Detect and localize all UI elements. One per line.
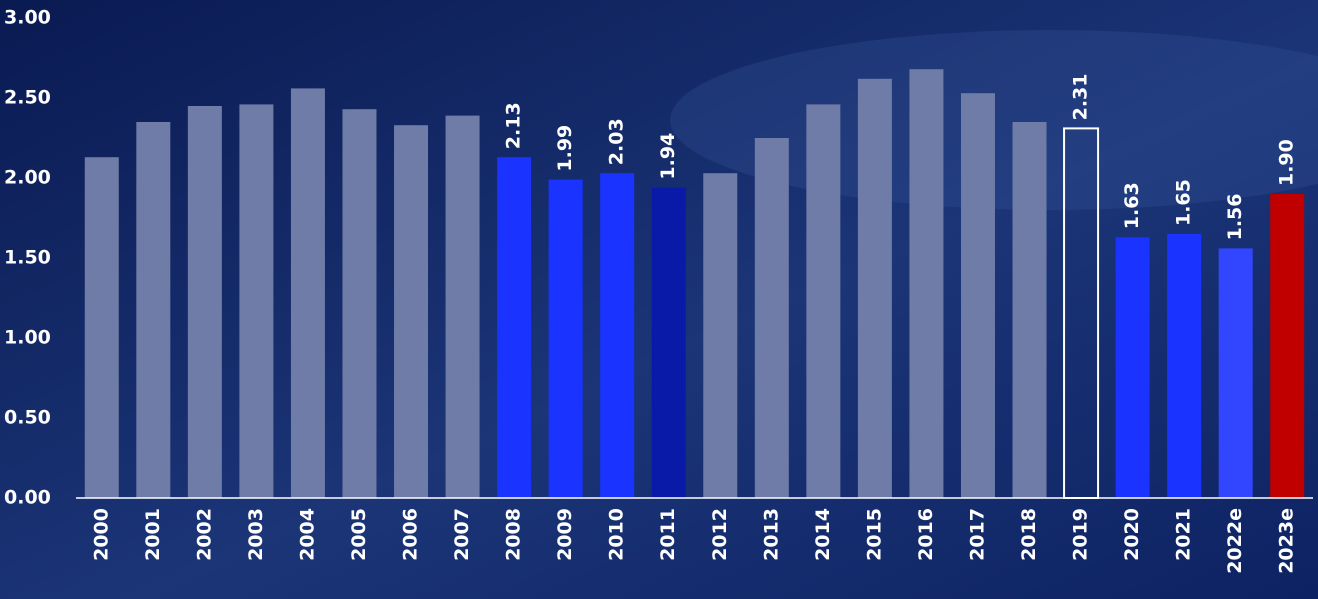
x-tick-label: 2016 (915, 508, 937, 561)
x-tick-label: 2018 (1018, 508, 1040, 561)
data-label: 1.63 (1121, 182, 1143, 229)
x-tick-label: 2008 (503, 508, 525, 561)
x-tick-label: 2001 (142, 508, 164, 561)
bar (909, 69, 944, 498)
bar (960, 93, 995, 498)
y-tick-label: 2.00 (4, 167, 51, 189)
bar (1115, 237, 1150, 498)
bar (136, 122, 171, 498)
x-tick-label: 2007 (451, 508, 473, 561)
x-tick-label: 2023e (1276, 508, 1298, 574)
bar (394, 125, 429, 498)
bar (548, 179, 583, 498)
y-tick-label: 0.50 (4, 407, 51, 429)
x-tick-label: 2010 (606, 508, 628, 561)
bar (754, 138, 789, 498)
data-label: 1.99 (554, 125, 576, 172)
y-tick-label: 1.50 (4, 247, 51, 269)
bar (1012, 122, 1047, 498)
bar (239, 104, 274, 499)
x-tick-label: 2005 (348, 508, 370, 561)
bar (497, 157, 532, 498)
x-tick-label: 2014 (812, 508, 834, 561)
y-tick-label: 1.00 (4, 327, 51, 349)
data-label: 1.94 (657, 133, 679, 180)
data-label: 1.56 (1224, 194, 1246, 241)
bar (703, 173, 738, 498)
x-tick-label: 2009 (554, 508, 576, 561)
x-tick-label: 2015 (863, 508, 885, 561)
bar (445, 115, 480, 498)
y-tick-label: 0.00 (4, 487, 51, 509)
bar (806, 104, 841, 499)
y-tick-label: 3.00 (4, 7, 51, 29)
x-tick-label: 2013 (760, 508, 782, 561)
bar (84, 157, 119, 498)
data-label: 1.90 (1276, 139, 1298, 186)
bar (342, 109, 377, 498)
x-tick-label: 2006 (400, 508, 422, 561)
x-tick-label: 2022e (1224, 508, 1246, 574)
bar (1270, 194, 1305, 498)
x-tick-label: 2011 (657, 508, 679, 561)
x-tick-label: 2003 (245, 508, 267, 561)
x-tick-label: 2004 (296, 508, 318, 561)
x-tick-label: 2020 (1121, 508, 1143, 561)
data-label: 2.31 (1070, 74, 1092, 121)
data-label: 2.13 (503, 102, 525, 149)
y-tick-label: 2.50 (4, 87, 51, 109)
x-tick-label: 2000 (90, 508, 112, 561)
x-tick-label: 2017 (966, 508, 988, 561)
x-tick-label: 2002 (193, 508, 215, 561)
bar (600, 173, 635, 498)
bar (857, 78, 892, 499)
bar (187, 106, 222, 498)
data-label: 1.65 (1173, 179, 1195, 226)
data-label: 2.03 (606, 118, 628, 165)
bar (651, 187, 686, 498)
x-tick-label: 2012 (709, 508, 731, 561)
x-tick-label: 2021 (1173, 508, 1195, 561)
bar (290, 88, 325, 499)
bar (1167, 234, 1202, 498)
x-tick-label: 2019 (1070, 508, 1092, 561)
bar (1218, 248, 1253, 498)
